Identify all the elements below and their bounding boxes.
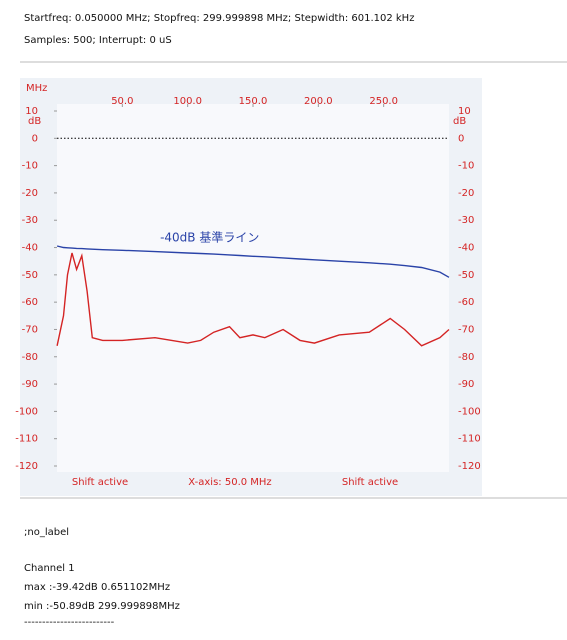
- y2-tick-label: -110: [458, 434, 481, 445]
- y-tick-label: -50: [22, 270, 38, 281]
- y2-tick-label: -10: [458, 161, 474, 172]
- y-tick-label: -120: [15, 461, 38, 472]
- y-tick-label: -70: [22, 324, 38, 335]
- y-tick-label: -30: [22, 215, 38, 226]
- y2-tick-label: -50: [458, 270, 474, 281]
- y2-tick-label: -40: [458, 243, 474, 254]
- series-line: [56, 252, 450, 347]
- y-tick-label: -90: [22, 379, 38, 390]
- series-line: [56, 245, 450, 278]
- annotation: Shift active: [342, 477, 398, 488]
- x-axis-label: MHz: [26, 83, 47, 94]
- y-tick-label: 10: [25, 106, 38, 117]
- x-tick-label: 50.0: [111, 96, 133, 107]
- annotation: X-axis: 50.0 MHz: [188, 477, 271, 488]
- y2-tick-label: -90: [458, 379, 474, 390]
- y-axis-label: dB: [28, 116, 41, 127]
- x-tick-label: 200.0: [304, 96, 333, 107]
- y-tick-label: 0: [32, 133, 38, 144]
- y2-tick-label: -120: [458, 461, 481, 472]
- report-separator: -------------------------: [24, 617, 115, 628]
- x-tick-label: 250.0: [369, 96, 398, 107]
- y-tick-label: -60: [22, 297, 38, 308]
- y2-tick-label: -60: [458, 297, 474, 308]
- annotation: Shift active: [72, 477, 128, 488]
- y2-tick-label: -30: [458, 215, 474, 226]
- y2-tick-label: -70: [458, 324, 474, 335]
- x-tick-label: 100.0: [173, 96, 202, 107]
- y-tick-label: -40: [22, 243, 38, 254]
- x-tick-label: 150.0: [239, 96, 268, 107]
- report-label: ;no_label: [24, 527, 69, 538]
- y2-tick-label: -20: [458, 188, 474, 199]
- y-tick-label: -20: [22, 188, 38, 199]
- y-tick-label: -80: [22, 352, 38, 363]
- y-tick-label: -110: [15, 434, 38, 445]
- y2-tick-label: 10: [458, 106, 471, 117]
- y-tick-label: -100: [15, 406, 38, 417]
- y-tick-label: -10: [22, 161, 38, 172]
- y2-tick-label: -100: [458, 406, 481, 417]
- header-line: Samples: 500; Interrupt: 0 uS: [24, 35, 172, 46]
- y2-tick-label: 0: [458, 133, 464, 144]
- report-max: max :-39.42dB 0.651102MHz: [24, 582, 170, 593]
- plot-area: [57, 104, 449, 472]
- header-line: Startfreq: 0.050000 MHz; Stopfreq: 299.9…: [24, 13, 414, 24]
- series-label: -40dB 基準ライン: [160, 229, 259, 244]
- y2-tick-label: -80: [458, 352, 474, 363]
- y-axis-label: dB: [453, 116, 466, 127]
- report-channel: Channel 1: [24, 563, 75, 574]
- report-min: min :-50.89dB 299.999898MHz: [24, 601, 180, 612]
